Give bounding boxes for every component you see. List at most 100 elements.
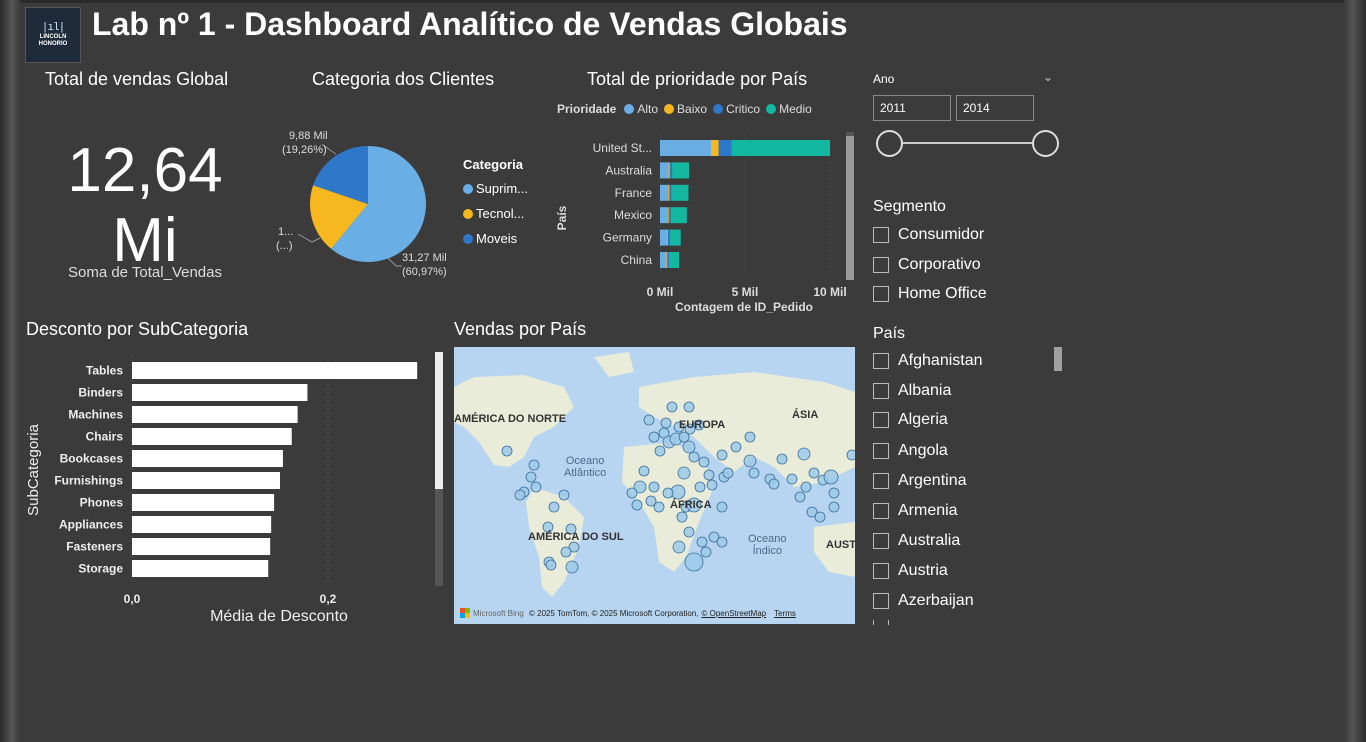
priority-scrollbar-thumb[interactable]: [846, 136, 854, 280]
map-bubble[interactable]: [565, 523, 577, 535]
map-bubble[interactable]: [528, 459, 540, 471]
map-bubble[interactable]: [703, 469, 715, 481]
priority-legend-item[interactable]: Alto: [624, 102, 658, 116]
priority-bar-segment[interactable]: [731, 140, 830, 156]
map-bubble[interactable]: [794, 491, 806, 503]
priority-bar-segment[interactable]: [667, 207, 669, 224]
checkbox[interactable]: [873, 503, 889, 519]
map-footer-terms-link[interactable]: Terms: [774, 608, 796, 618]
ano-to-input[interactable]: [956, 95, 1034, 121]
map-bubble[interactable]: [693, 419, 705, 431]
discount-bar[interactable]: [132, 560, 269, 577]
discount-scrollbar-thumb[interactable]: [435, 352, 443, 489]
map-bubble[interactable]: [743, 454, 757, 468]
map-bubble[interactable]: [768, 478, 780, 490]
map-bubble[interactable]: [660, 417, 672, 429]
priority-bar-segment[interactable]: [668, 162, 670, 179]
segmento-option[interactable]: Corporativo: [873, 256, 981, 274]
map-bubble[interactable]: [722, 467, 734, 479]
priority-bar-segment[interactable]: [667, 252, 670, 268]
map-bubble[interactable]: [716, 501, 728, 513]
map-bubble[interactable]: [631, 499, 643, 511]
segmento-option[interactable]: Consumidor: [873, 226, 984, 244]
map-footer-osm-link[interactable]: © OpenStreetMap: [701, 608, 767, 618]
map-bubble[interactable]: [530, 481, 542, 493]
discount-bar[interactable]: [132, 516, 272, 533]
map-bubble[interactable]: [776, 453, 788, 465]
priority-bar-segment[interactable]: [667, 229, 669, 246]
pais-option-partial[interactable]: [873, 620, 898, 625]
map-bubble[interactable]: [626, 487, 638, 499]
checkbox[interactable]: [873, 593, 889, 609]
pais-option[interactable]: Australia: [873, 532, 960, 550]
discount-bar[interactable]: [132, 494, 275, 511]
priority-bar-segment[interactable]: [660, 229, 668, 246]
map-bubble[interactable]: [633, 480, 647, 494]
map-bubble[interactable]: [514, 489, 526, 501]
discount-bar-chart[interactable]: Tables Binders Machines Chairs Bookcases Furn…: [22, 350, 447, 630]
pais-option[interactable]: Angola: [873, 442, 948, 460]
map-bubble[interactable]: [682, 440, 696, 454]
map-bubble[interactable]: [662, 487, 674, 499]
map-bubble[interactable]: [542, 521, 554, 533]
priority-bar-segment[interactable]: [668, 184, 670, 201]
ano-slider-start-handle[interactable]: [876, 130, 903, 157]
priority-bar-segment[interactable]: [669, 229, 681, 246]
priority-bar-segment[interactable]: [668, 207, 671, 224]
map-bubble[interactable]: [648, 431, 660, 443]
priority-bar-segment[interactable]: [666, 252, 668, 268]
priority-bar-segment[interactable]: [660, 140, 711, 156]
checkbox[interactable]: [873, 563, 889, 579]
priority-bar-segment[interactable]: [668, 229, 670, 246]
map-bubble[interactable]: [786, 473, 798, 485]
checkbox[interactable]: [873, 286, 889, 302]
pais-option[interactable]: Albania: [873, 382, 951, 400]
ano-from-input[interactable]: [873, 95, 951, 121]
map-bubble[interactable]: [814, 511, 826, 523]
map-bubble[interactable]: [797, 447, 811, 461]
checkbox[interactable]: [873, 383, 889, 399]
pie-slice[interactable]: [310, 185, 368, 249]
map-bubble[interactable]: [698, 456, 710, 468]
checkbox[interactable]: [873, 227, 889, 243]
map-bubble[interactable]: [694, 481, 706, 493]
pais-scrollbar-thumb[interactable]: [1054, 347, 1062, 371]
map-bubble[interactable]: [688, 451, 700, 463]
priority-bar-segment[interactable]: [660, 162, 669, 179]
map-bubble[interactable]: [653, 501, 665, 513]
pie-legend-item[interactable]: Moveis: [463, 226, 553, 251]
checkbox[interactable]: [873, 533, 889, 549]
priority-bar-segment[interactable]: [660, 184, 669, 201]
discount-bar[interactable]: [132, 538, 271, 555]
map-bubble[interactable]: [716, 536, 728, 548]
priority-bar-segment[interactable]: [669, 162, 673, 179]
map-bubble[interactable]: [643, 414, 655, 426]
map-bubble[interactable]: [648, 481, 660, 493]
map-bubble[interactable]: [706, 479, 718, 491]
map-bubble[interactable]: [565, 560, 579, 574]
map-bubble[interactable]: [828, 487, 840, 499]
map-bubble[interactable]: [525, 471, 537, 483]
discount-bar[interactable]: [132, 428, 292, 445]
map-bubble[interactable]: [548, 501, 560, 513]
priority-bar-segment[interactable]: [718, 140, 732, 156]
checkbox[interactable]: [873, 473, 889, 489]
discount-bar[interactable]: [132, 406, 298, 423]
priority-bar-chart[interactable]: United St... Australia France Mexico Germany…: [552, 128, 857, 318]
map-bubble[interactable]: [800, 481, 812, 493]
priority-bar-segment[interactable]: [670, 207, 687, 224]
segmento-option[interactable]: Home Office: [873, 285, 987, 303]
ano-slider-track[interactable]: [890, 142, 1046, 144]
pie-chart[interactable]: 9,88 Mil (19,26%) 1... (...) 31,27 Mil (…: [270, 120, 460, 285]
map-bubble[interactable]: [748, 467, 760, 479]
priority-bar-segment[interactable]: [671, 184, 689, 201]
map-bubble[interactable]: [806, 506, 818, 518]
pie-slice[interactable]: [313, 146, 368, 204]
map-bubble[interactable]: [696, 536, 708, 548]
map-bubble[interactable]: [744, 431, 756, 443]
map-bubble[interactable]: [730, 441, 742, 453]
discount-bar[interactable]: [132, 384, 308, 401]
map-bubble[interactable]: [708, 531, 720, 543]
pais-option[interactable]: Austria: [873, 562, 948, 580]
map-bubble[interactable]: [686, 497, 702, 513]
